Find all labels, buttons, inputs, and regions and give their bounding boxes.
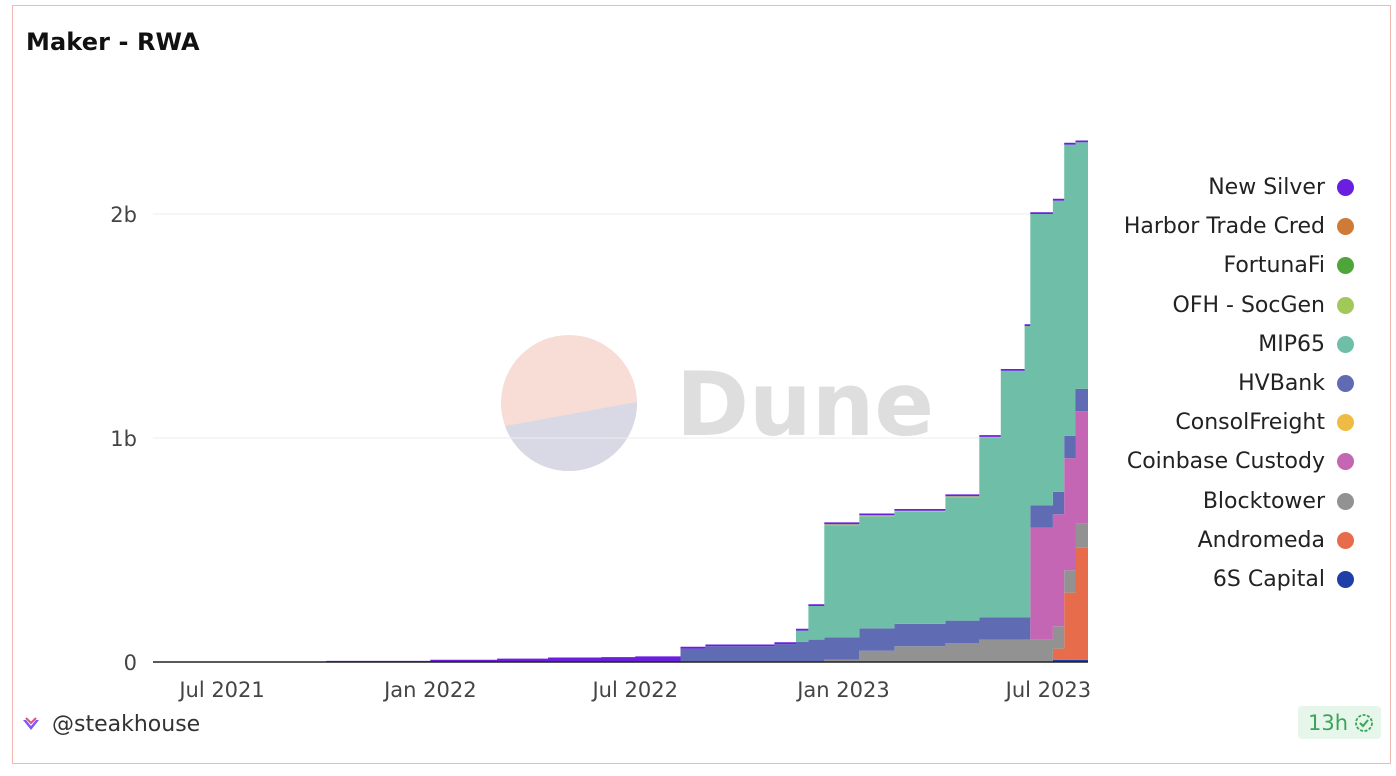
dune-watermark-text: Dune <box>676 353 934 456</box>
legend-swatch-icon <box>1337 453 1354 471</box>
legend-item-fortunafi[interactable]: FortunaFi <box>1124 246 1354 285</box>
legend-label: Blocktower <box>1202 488 1325 514</box>
area-series-blocktower[interactable] <box>153 496 1088 662</box>
legend-swatch-icon <box>1337 335 1354 353</box>
chart-legend: New Silver Harbor Trade Cred FortunaFi OFH … <box>1124 168 1354 599</box>
chart-title: Maker - RWA <box>26 28 200 56</box>
area-series-mip65[interactable] <box>153 115 1088 662</box>
legend-swatch-icon <box>1337 257 1354 275</box>
x-tick-label: Jul 2023 <box>1004 678 1091 702</box>
legend-item-ofh-socgen[interactable]: OFH - SocGen <box>1124 286 1354 325</box>
legend-label: 6S Capital <box>1212 566 1325 592</box>
legend-swatch-icon <box>1337 218 1354 236</box>
legend-label: ConsolFreight <box>1175 410 1325 436</box>
y-tick-label: 2b <box>110 203 137 227</box>
legend-item-harbor-trade-cred[interactable]: Harbor Trade Cred <box>1124 207 1354 246</box>
legend-label: New Silver <box>1208 175 1325 201</box>
legend-label: FortunaFi <box>1223 253 1325 279</box>
legend-swatch-icon <box>1337 492 1354 510</box>
legend-label: MIP65 <box>1258 331 1325 357</box>
legend-swatch-icon <box>1337 296 1354 314</box>
legend-swatch-icon <box>1337 531 1354 549</box>
legend-label: HVBank <box>1238 371 1325 397</box>
author-link[interactable]: @steakhouse <box>22 712 200 737</box>
x-tick-label: Jul 2022 <box>590 678 677 702</box>
legend-label: Coinbase Custody <box>1126 449 1325 475</box>
legend-label: Harbor Trade Cred <box>1123 214 1325 240</box>
area-series-ofh-socgen[interactable] <box>153 115 1088 662</box>
y-tick-label: 1b <box>110 427 137 451</box>
legend-item-6s-capital[interactable]: 6S Capital <box>1124 560 1354 599</box>
legend-item-coinbase-custody[interactable]: Coinbase Custody <box>1124 442 1354 481</box>
refresh-badge[interactable]: 13h <box>1297 706 1381 739</box>
legend-swatch-icon <box>1337 570 1354 588</box>
x-tick-label: Jan 2023 <box>795 678 890 702</box>
legend-item-andromeda[interactable]: Andromeda <box>1124 521 1354 560</box>
dune-logo-lower-half <box>505 402 638 472</box>
author-handle: @steakhouse <box>52 712 201 737</box>
legend-swatch-icon <box>1337 179 1354 197</box>
verified-check-icon <box>1355 713 1373 732</box>
legend-label: Andromeda <box>1197 527 1325 553</box>
legend-swatch-icon <box>1337 414 1354 432</box>
chart-card: Maker - RWA <box>12 5 1391 764</box>
legend-item-hvbank[interactable]: HVBank <box>1124 364 1354 403</box>
refresh-age: 13h <box>1307 710 1348 735</box>
legend-item-blocktower[interactable]: Blocktower <box>1124 482 1354 521</box>
area-series-hvbank[interactable] <box>153 361 1088 662</box>
x-tick-label: Jan 2022 <box>382 678 477 702</box>
x-tick-label: Jul 2021 <box>177 678 264 702</box>
legend-item-mip65[interactable]: MIP65 <box>1124 325 1354 364</box>
dune-watermark: Dune <box>501 335 934 472</box>
legend-swatch-icon <box>1337 375 1354 393</box>
steakhouse-logo-icon <box>23 716 39 730</box>
legend-item-new-silver[interactable]: New Silver <box>1124 168 1354 207</box>
legend-item-consolfreight[interactable]: ConsolFreight <box>1124 403 1354 442</box>
y-tick-label: 0 <box>124 651 137 675</box>
legend-label: OFH - SocGen <box>1172 292 1326 318</box>
